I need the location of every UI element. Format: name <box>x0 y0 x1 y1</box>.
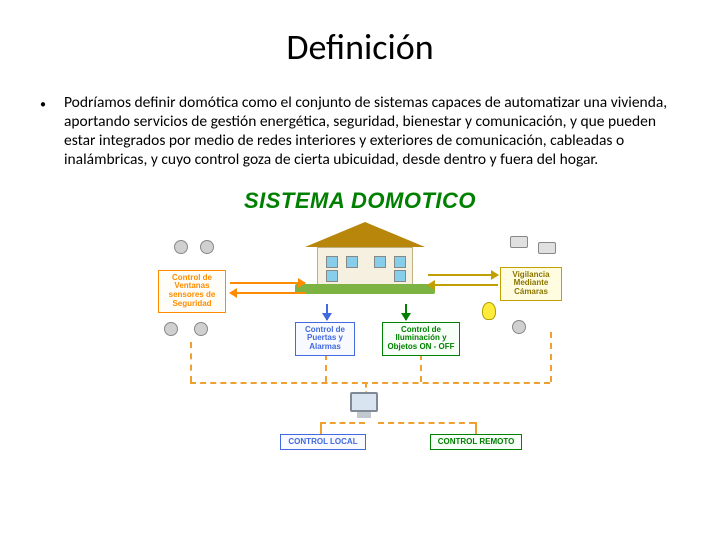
sensor-icon <box>174 240 194 260</box>
sensor-icon <box>200 240 220 260</box>
arrow-icon <box>326 304 328 320</box>
window-icon <box>394 270 406 282</box>
house-icon <box>305 222 425 297</box>
node-vig: VigilanciaMedianteCámaras <box>500 267 562 301</box>
network-line <box>320 422 365 424</box>
bullet-icon: • <box>40 98 46 112</box>
window-icon <box>394 256 406 268</box>
cam-icon <box>510 236 530 256</box>
arrow-icon <box>428 274 498 276</box>
domotic-diagram: Control deVentanassensores deSeguridad Co… <box>150 222 570 457</box>
bullet-row: • Podríamos definir domótica como el con… <box>40 94 680 170</box>
definition-text: Podríamos definir domótica como el conju… <box>64 94 680 170</box>
arrow-icon <box>230 292 305 294</box>
walls-icon <box>317 247 413 285</box>
network-line <box>475 422 477 434</box>
network-line <box>420 354 422 382</box>
node-ilum: Control deIluminación yObjetos ON - OFF <box>382 322 460 356</box>
arrow-icon <box>405 304 407 320</box>
network-line <box>325 354 327 382</box>
sensor-icon <box>512 320 532 340</box>
window-icon <box>326 270 338 282</box>
sensor-icon <box>194 322 214 342</box>
bulb-icon <box>482 302 502 322</box>
computer-icon <box>350 392 378 418</box>
sensor-icon <box>164 322 184 342</box>
roof-icon <box>305 222 425 247</box>
window-icon <box>346 256 358 268</box>
lawn-icon <box>295 284 435 294</box>
node-remoto: CONTROL REMOTO <box>430 434 522 451</box>
window-icon <box>326 256 338 268</box>
network-line <box>190 382 550 384</box>
diagram-container: SISTEMA DOMOTICO Control deVentanassenso… <box>150 188 570 457</box>
cam-icon <box>538 242 558 262</box>
node-local: CONTROL LOCAL <box>280 434 366 451</box>
network-line <box>550 332 552 382</box>
window-icon <box>374 256 386 268</box>
slide: Definición • Podríamos definir domótica … <box>0 0 720 540</box>
network-line <box>378 422 475 424</box>
slide-title: Definición <box>30 25 690 69</box>
arrow-icon <box>428 284 498 286</box>
node-ventanas: Control deVentanassensores deSeguridad <box>158 270 226 313</box>
network-line <box>190 342 192 382</box>
arrow-icon <box>230 282 305 284</box>
node-puertas: Control dePuertas yAlarmas <box>295 322 355 356</box>
diagram-title: SISTEMA DOMOTICO <box>150 188 570 214</box>
